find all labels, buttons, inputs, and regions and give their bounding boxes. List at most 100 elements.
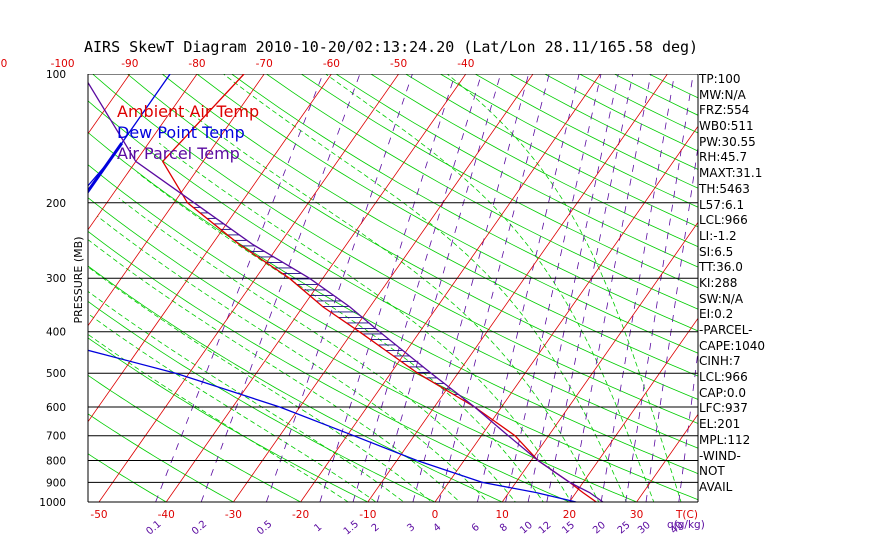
mixing-ratio-tick-label: 0.1 xyxy=(144,519,163,538)
mixing-ratio-tick-label: 8 xyxy=(498,522,510,535)
axes: 1002003004005006007008009001000-120-110-… xyxy=(0,58,699,538)
y-tick-label: 400 xyxy=(46,327,66,339)
stat-item: EI:0.2 xyxy=(699,307,734,322)
mixing-ratio-line xyxy=(546,74,634,502)
isotherm xyxy=(569,317,698,502)
stat-item: MAXT:31.1 xyxy=(699,166,763,181)
stat-item: AVAIL xyxy=(699,479,733,494)
stat-item: LFC:937 xyxy=(699,401,748,416)
mixing-ratio-line xyxy=(376,74,501,502)
stat-item: L57:6.1 xyxy=(699,197,745,212)
bottom-tick-label: -50 xyxy=(90,509,107,521)
mixing-ratio-line xyxy=(438,74,550,502)
top-tick-label: -110 xyxy=(0,58,7,70)
isotherm xyxy=(300,74,601,502)
dry-adiabat xyxy=(88,374,302,502)
y-tick-label: 700 xyxy=(46,431,66,443)
dry-adiabat xyxy=(88,337,369,502)
isotherm xyxy=(88,74,265,327)
isotherm xyxy=(88,74,332,423)
dewpoint-thick-segment xyxy=(88,142,124,194)
dew-point-temp-profile xyxy=(88,74,577,502)
moist-adiabat xyxy=(88,313,377,502)
moist-adiabat xyxy=(97,215,489,502)
moist-adiabat xyxy=(88,290,405,502)
moist-adiabat xyxy=(88,239,461,502)
dry-adiabat xyxy=(301,74,698,289)
stat-item: TP:100 xyxy=(699,72,741,86)
isotherm xyxy=(98,74,399,502)
top-tick-label: -40 xyxy=(457,58,474,70)
top-tick-label: -80 xyxy=(188,58,205,70)
legend-entry: Ambient Air Temp xyxy=(117,102,259,121)
mixing-ratio-tick-label: 4 xyxy=(432,522,444,535)
mixing-ratio-line xyxy=(200,74,361,502)
legend-entry: Dew Point Temp xyxy=(117,123,245,142)
stat-item: TH:5463 xyxy=(699,181,750,196)
y-tick-label: 1000 xyxy=(39,497,66,509)
stat-item: EL:201 xyxy=(699,417,741,432)
y-tick-label: 300 xyxy=(46,273,66,285)
mixing-ratio-tick-label: 12 xyxy=(537,520,554,537)
mixing-ratio-line xyxy=(625,74,694,502)
mixing-ratio-line xyxy=(600,74,675,502)
stat-item: FRZ:554 xyxy=(699,103,750,118)
mixing-ratio-line xyxy=(352,74,482,502)
bottom-tick-label: -40 xyxy=(158,509,175,521)
dry-adiabat xyxy=(266,74,698,310)
mixing-ratio-tick-label: 0.2 xyxy=(190,519,209,538)
dry-adiabat xyxy=(335,74,698,268)
mixing-ratio-line xyxy=(477,74,580,502)
stat-item: -PARCEL- xyxy=(699,323,753,337)
stat-item: SI:6.5 xyxy=(699,244,734,259)
stat-item: -WIND- xyxy=(699,448,741,463)
top-tick-label: -50 xyxy=(390,58,407,70)
stat-item: LCL:966 xyxy=(699,213,748,228)
stat-item: LI:-1.2 xyxy=(699,228,737,243)
mixing-ratio-tick-label: 0.5 xyxy=(255,519,274,538)
bottom-tick-label: -20 xyxy=(292,509,309,521)
legend-entry: Air Parcel Temp xyxy=(117,144,240,163)
mixing-ratio-tick-label: 1.5 xyxy=(342,519,361,538)
moist-adiabat xyxy=(137,172,544,502)
mixing-ratio-tick-label: 10 xyxy=(518,520,535,537)
top-tick-label: -100 xyxy=(51,58,75,70)
dry-adiabat xyxy=(231,74,698,332)
mixing-ratio-tick-label: 1 xyxy=(312,522,324,535)
isotherm xyxy=(367,74,668,502)
dry-adiabat xyxy=(88,197,638,502)
y-tick-label: 800 xyxy=(46,456,66,468)
mixing-ratio-line xyxy=(527,74,619,502)
isotherm xyxy=(501,221,698,502)
stat-item: KI:288 xyxy=(699,275,738,290)
plot-area xyxy=(88,74,698,502)
stat-item: TT:36.0 xyxy=(699,260,743,275)
isotherm xyxy=(88,74,198,231)
y-tick-label: 600 xyxy=(46,402,66,414)
dry-adiabat xyxy=(88,453,168,502)
y-axis-label: PRESSURE (MB) xyxy=(72,237,85,324)
chart-title: AIRS SkewT Diagram 2010-10-20/02:13:24.2… xyxy=(84,38,698,56)
dry-adiabat xyxy=(127,74,698,400)
stat-item: MW:N/A xyxy=(699,87,746,102)
moist-adiabat xyxy=(223,74,627,502)
bottom-tick-label: -30 xyxy=(225,509,242,521)
mixing-ratio-tick-label: 3 xyxy=(405,522,417,535)
mixing-ratio-line xyxy=(678,348,698,502)
stat-item: CINH:7 xyxy=(699,354,741,369)
dry-adiabat xyxy=(196,74,698,354)
dry-adiabat xyxy=(88,413,235,502)
moist-adiabat xyxy=(88,266,433,502)
stat-item: NOT xyxy=(699,464,725,479)
mixing-ratio-tick-label: 25 xyxy=(616,520,633,537)
stat-item: PW:30.55 xyxy=(699,134,756,149)
isotherm xyxy=(434,125,698,502)
mixing-ratio-tick-label: 6 xyxy=(470,522,482,535)
bottom-tick-label: -10 xyxy=(359,509,376,521)
y-tick-label: 100 xyxy=(46,69,66,81)
bottom-tick-label: 30 xyxy=(630,509,643,521)
dry-adiabat xyxy=(88,265,504,502)
stat-item: RH:45.7 xyxy=(699,150,748,165)
legend: Ambient Air Temp Dew Point Temp Air Parcel… xyxy=(117,102,259,163)
mixing-ratio-line xyxy=(412,74,529,502)
